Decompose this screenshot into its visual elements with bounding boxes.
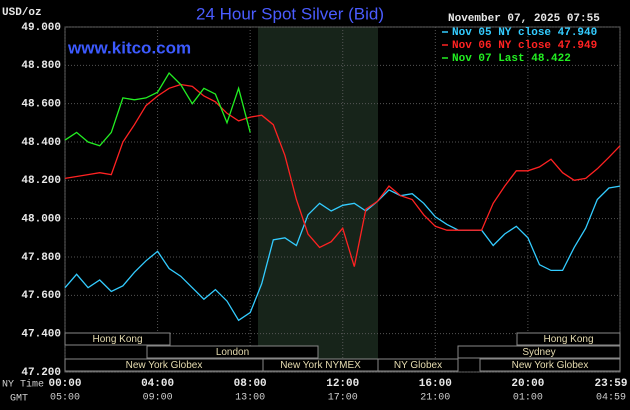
x-tick-label: 12:00 — [326, 378, 359, 390]
session-label: London — [216, 347, 249, 358]
market-hours-shade — [258, 27, 378, 372]
x2-tick-label: 13:00 — [235, 393, 265, 404]
chart-title: 24 Hour Spot Silver (Bid) — [196, 4, 384, 23]
x2-tick-label: 04:59 — [596, 393, 626, 404]
session-box — [516, 332, 621, 346]
lines — [64, 71, 621, 322]
y-tick-label: 47.400 — [21, 329, 61, 341]
x-tick-label: 23:59 — [594, 378, 627, 390]
x2-tick-label: 01:00 — [513, 393, 543, 404]
legend-entry: Nov 05 NY close 47.940 — [452, 27, 597, 39]
session-box — [479, 358, 621, 372]
session-label: New York NYMEX — [280, 360, 361, 371]
y-tick-label: 48.000 — [21, 214, 61, 226]
y-tick-label: 47.800 — [21, 252, 61, 264]
session-label: Sydney — [522, 347, 555, 358]
y-tick-label: 47.200 — [21, 367, 61, 379]
session-box — [377, 358, 459, 372]
legend-entry: Nov 07 Last 48.422 — [452, 53, 571, 65]
y-tick-label: 48.200 — [21, 175, 61, 187]
x2-tick-label: 17:00 — [328, 393, 358, 404]
x-tick-label: 00:00 — [48, 378, 81, 390]
y-tick-label: 48.800 — [21, 60, 61, 72]
y-axis-label: USD/oz — [2, 7, 42, 19]
y-tick-label: 48.600 — [21, 99, 61, 111]
x-tick-label: 08:00 — [234, 378, 267, 390]
y-tick-label: 48.400 — [21, 137, 61, 149]
session-box — [457, 345, 621, 359]
session-label: New York Globex — [126, 360, 203, 371]
sessions: Hong Kong Hong Kong London Sydney New York G… — [64, 332, 621, 372]
watermark: www.kitco.com — [67, 38, 191, 57]
session-label: Hong Kong — [92, 334, 142, 345]
series-line — [64, 71, 251, 147]
x2-row-label: GMT — [10, 394, 28, 405]
x2-tick-label: 05:00 — [50, 393, 80, 404]
series-line — [64, 185, 621, 322]
x-tick-label: 04:00 — [141, 378, 174, 390]
x-tick-label: 20:00 — [511, 378, 544, 390]
session-box — [146, 345, 319, 359]
session-label: Hong Kong — [543, 334, 593, 345]
x2-tick-label: 21:00 — [420, 393, 450, 404]
x2-tick-label: 09:00 — [143, 393, 173, 404]
x-row-label: NY Time — [2, 379, 44, 391]
session-label: New York Globex — [512, 360, 589, 371]
series-line — [64, 83, 621, 267]
y-tick-label: 47.600 — [21, 290, 61, 302]
timestamp: November 07, 2025 07:55 — [448, 13, 600, 25]
x-tick-label: 16:00 — [419, 378, 452, 390]
session-box — [64, 332, 171, 346]
y-tick-label: 49.000 — [21, 22, 61, 34]
grid — [64, 26, 621, 373]
legend-entry: Nov 06 NY close 47.949 — [452, 40, 597, 52]
session-label: NY Globex — [394, 360, 442, 371]
